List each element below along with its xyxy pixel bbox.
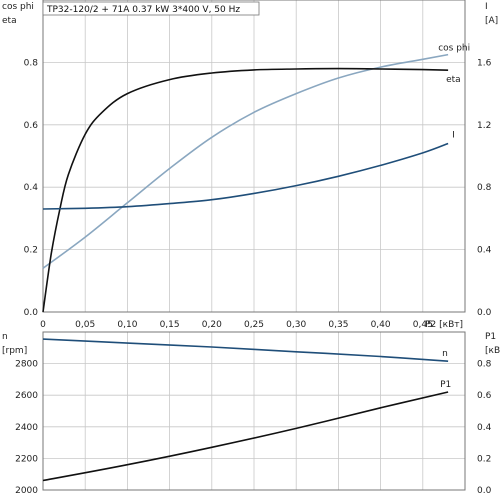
upper-right-tick-label: 1.6 bbox=[477, 58, 492, 68]
lower-plot-frame bbox=[42, 331, 466, 491]
lower-right-tick-label: 0.4 bbox=[477, 423, 492, 433]
x-tick-label: 0,40 bbox=[371, 320, 391, 330]
series-i-label: I bbox=[452, 131, 455, 141]
upper-left-tick-label: 0.4 bbox=[24, 183, 39, 193]
upper-plot-frame bbox=[42, 0, 466, 313]
x-tick-label: 0,30 bbox=[286, 320, 306, 330]
lower-left-tick-label: 2600 bbox=[15, 391, 38, 401]
series-n-label: n bbox=[442, 349, 448, 359]
upper-right-tick-label: 0.4 bbox=[477, 246, 492, 256]
series-p1-line bbox=[42, 391, 449, 482]
lower-right-axis-unit: [кВт] bbox=[485, 346, 500, 356]
upper-left-tick-label: 0.2 bbox=[24, 246, 38, 256]
x-tick-label: 0,35 bbox=[328, 320, 348, 330]
frame-layer bbox=[42, 0, 466, 491]
x-tick-label: 0,20 bbox=[202, 320, 222, 330]
upper-left-tick-label: 0.8 bbox=[24, 58, 39, 68]
series-eta-label: eta bbox=[446, 75, 461, 85]
lower-left-tick-label: 2400 bbox=[15, 423, 38, 433]
lower-left-tick-label: 2000 bbox=[15, 486, 38, 496]
series-p1-label: P1 bbox=[440, 380, 451, 390]
title-box bbox=[42, 1, 260, 16]
chart-title: TP32-120/2 + 71A 0.37 kW 3*400 V, 50 Hz bbox=[46, 5, 240, 15]
lower-right-axis-label: P1 bbox=[485, 332, 496, 342]
x-tick-label: 0 bbox=[40, 320, 46, 330]
x-tick-label: 0,15 bbox=[160, 320, 180, 330]
upper-left-axis-unit: eta bbox=[2, 16, 17, 26]
series-layer bbox=[42, 53, 449, 482]
x-tick-label: 0,45 bbox=[413, 320, 433, 330]
upper-right-axis-label: I bbox=[485, 2, 488, 12]
grid-layer bbox=[43, 0, 465, 490]
lower-right-tick-label: 0.8 bbox=[477, 360, 492, 370]
upper-left-tick-label: 0.0 bbox=[24, 308, 39, 318]
upper-left-tick-label: 0.6 bbox=[24, 121, 39, 131]
lower-left-axis-label: n bbox=[2, 332, 8, 342]
lower-right-tick-label: 0.2 bbox=[477, 454, 491, 464]
series-n-line bbox=[42, 338, 449, 362]
upper-right-tick-label: 0.0 bbox=[477, 308, 492, 318]
x-tick-label: 0,25 bbox=[244, 320, 264, 330]
lower-right-tick-label: 0.0 bbox=[477, 486, 492, 496]
lower-left-axis-unit: [rpm] bbox=[2, 346, 27, 356]
series-cos-phi-label: cos phi bbox=[438, 44, 470, 54]
upper-right-tick-label: 0.8 bbox=[477, 183, 492, 193]
upper-left-axis-label: cos phi bbox=[2, 2, 34, 12]
x-axis-label: P2 [кВт] bbox=[425, 320, 463, 330]
x-tick-label: 0,05 bbox=[75, 320, 95, 330]
upper-right-tick-label: 1.2 bbox=[477, 121, 491, 131]
lower-left-tick-label: 2800 bbox=[15, 360, 38, 370]
series-cos-phi-line bbox=[42, 53, 449, 269]
lower-right-tick-label: 0.6 bbox=[477, 391, 492, 401]
x-tick-label: 0,10 bbox=[117, 320, 137, 330]
series-eta-line bbox=[42, 67, 449, 313]
upper-right-axis-unit: [A] bbox=[485, 16, 498, 26]
series-i-line bbox=[42, 142, 449, 210]
lower-left-tick-label: 2200 bbox=[15, 454, 38, 464]
